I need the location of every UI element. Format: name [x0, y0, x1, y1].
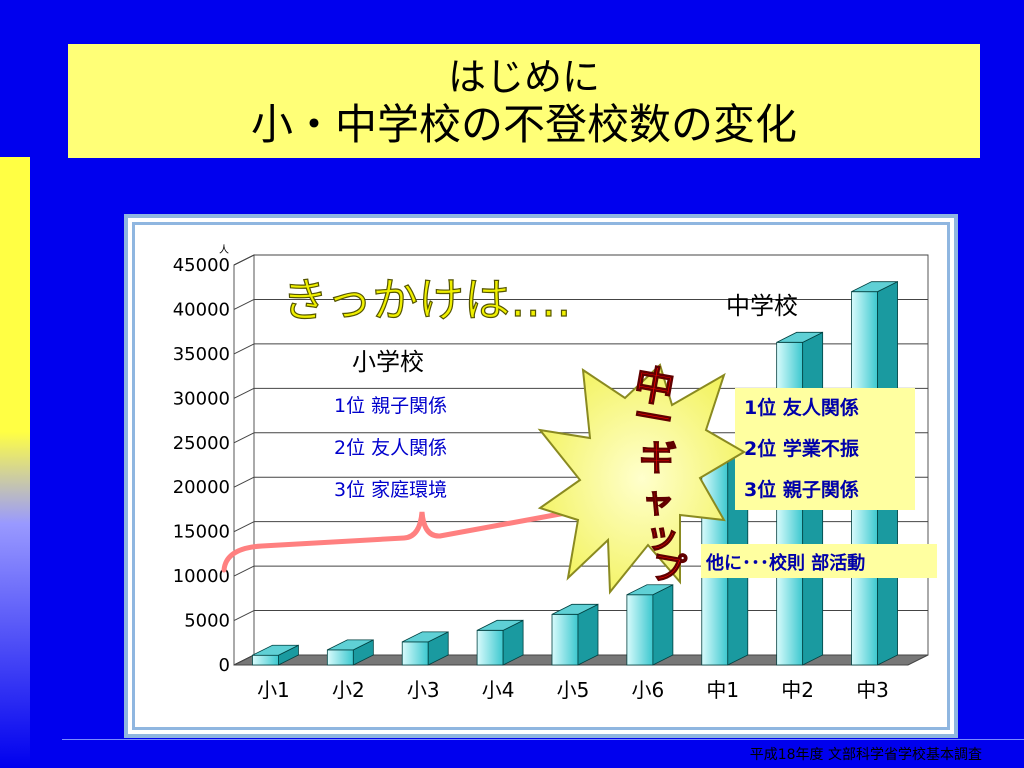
y-tick-label: 5000: [184, 611, 230, 632]
gridline-side: [233, 343, 255, 355]
footer-divider: [62, 739, 1024, 740]
bar-front: [326, 649, 354, 666]
x-tick-label: 中3: [856, 678, 889, 702]
middle-reason: 2位 学業不振: [744, 437, 859, 460]
x-tick-label: 小1: [257, 678, 290, 702]
bar-top: [776, 331, 823, 343]
explosion-burst: [537, 363, 746, 595]
bar-front: [626, 594, 654, 666]
x-tick-label: 中1: [706, 678, 739, 702]
bar-top: [327, 639, 374, 651]
bar: [252, 644, 299, 666]
y-tick-label: 0: [219, 655, 230, 676]
middle-school-label: 中学校: [726, 292, 798, 320]
elementary-reason: 2位 友人関係: [334, 437, 447, 459]
y-tick-label: 40000: [173, 299, 230, 320]
gap-label-char: 一: [632, 395, 675, 442]
middle-reason: 3位 親子関係: [744, 478, 859, 501]
bar: [401, 631, 449, 666]
bar-front: [476, 629, 504, 666]
title-box: はじめに 小・中学校の不登校数の変化: [68, 44, 980, 158]
bar-top: [626, 584, 674, 596]
gap-label-char: プ: [648, 547, 688, 592]
left-accent-band: [0, 157, 30, 768]
x-tick-label: 小5: [557, 678, 590, 702]
bar-top: [851, 281, 898, 293]
bar: [476, 619, 524, 666]
chart-panel-inner-frame: [132, 222, 950, 730]
gap-label-char: ャ: [639, 480, 677, 523]
y-tick-label: 15000: [173, 522, 230, 543]
bar-front: [551, 613, 579, 666]
y-tick-label: 10000: [173, 566, 230, 587]
trigger-text: きっかけは‥‥: [282, 273, 572, 327]
plot-left-wall: [233, 254, 255, 666]
y-tick-label: 35000: [173, 344, 230, 365]
bar: [326, 639, 374, 666]
x-tick-label: 小4: [482, 678, 515, 702]
middle-reason: 1位 友人関係: [744, 396, 859, 419]
gridline-side: [233, 432, 255, 444]
bar-top: [476, 619, 524, 631]
bar-front: [401, 641, 429, 666]
y-tick-label: 30000: [173, 388, 230, 409]
bar-top: [551, 603, 599, 615]
gridline-side: [233, 254, 255, 266]
other-reasons-box: [701, 544, 937, 578]
x-tick-label: 小3: [407, 678, 440, 702]
y-unit-label: 人: [219, 244, 229, 256]
gridline-side: [233, 610, 255, 622]
bar: [551, 603, 599, 666]
x-tick-label: 中2: [781, 678, 814, 702]
gap-label-char: ッ: [642, 515, 682, 560]
gap-label-char: 中: [631, 361, 678, 413]
x-tick-label: 小2: [332, 678, 365, 702]
other-reasons-text: 他に･･･校則 部活動: [705, 552, 865, 574]
elementary-label: 小学校: [352, 348, 424, 376]
gridline-side: [233, 476, 255, 488]
y-tick-label: 20000: [173, 477, 230, 498]
page-title: はじめに: [447, 55, 600, 99]
bar-top: [402, 631, 449, 643]
page-subtitle: 小・中学校の不登校数の変化: [250, 100, 797, 149]
middle-reasons-box: [735, 388, 915, 510]
elementary-reason: 1位 親子関係: [334, 395, 447, 417]
gridline-side: [233, 565, 255, 577]
x-tick-label: 小6: [632, 678, 665, 702]
y-tick-label: 25000: [173, 433, 230, 454]
bar-front: [252, 654, 279, 666]
bar-side: [577, 603, 599, 666]
y-tick-label: 45000: [173, 255, 230, 276]
gap-label-char: ギ: [636, 435, 679, 482]
bar-top: [252, 644, 299, 656]
gridline-side: [233, 521, 255, 533]
source-note: 平成18年度 文部科学省学校基本調査: [749, 747, 982, 763]
gridline-side: [233, 298, 255, 310]
gridline-side: [233, 387, 255, 399]
elementary-reason: 3位 家庭環境: [334, 479, 447, 501]
bar-side: [652, 584, 674, 666]
bar: [626, 584, 674, 666]
